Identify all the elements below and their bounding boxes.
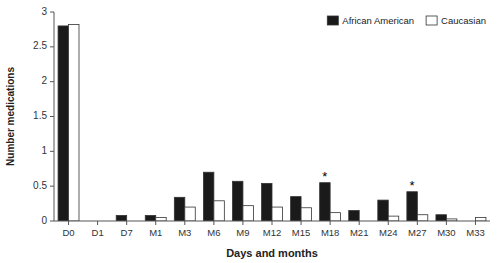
x-tick-label: M3 <box>178 227 191 238</box>
bar <box>58 26 68 221</box>
bar <box>203 172 213 221</box>
x-tick <box>184 221 185 225</box>
annotation: * <box>322 169 327 184</box>
x-tick <box>446 221 447 225</box>
chart-container: 0 0.5 1 1.5 2 2.5 3 D0 D1 D7 M1 M3 M6 M9 M12 M15 M18 M21 M… <box>0 0 500 263</box>
y-tick-label: 1 <box>41 145 47 156</box>
x-tick <box>126 221 127 225</box>
y-axis-label: Number medications <box>5 67 16 166</box>
bar <box>243 206 253 221</box>
x-tick <box>359 221 360 225</box>
x-tick-label: M24 <box>379 227 397 238</box>
chart-svg: 0 0.5 1 1.5 2 2.5 3 D0 D1 D7 M1 M3 M6 M9 M12 M15 M18 M21 M… <box>0 0 500 263</box>
y-tick <box>50 81 54 82</box>
legend: African American Caucasian <box>327 15 486 26</box>
bar <box>232 181 242 221</box>
x-tick-label: D0 <box>62 227 74 238</box>
x-tick <box>272 221 273 225</box>
bar <box>262 183 272 221</box>
x-tick <box>242 221 243 225</box>
bar <box>291 197 301 221</box>
x-tick <box>388 221 389 225</box>
bar <box>214 201 224 221</box>
x-tick-label: M6 <box>207 227 220 238</box>
x-tick <box>213 221 214 225</box>
bar <box>407 192 417 221</box>
x-tick-label: M33 <box>466 227 484 238</box>
y-tick-label: 0 <box>41 215 47 226</box>
legend-label: African American <box>342 15 414 26</box>
x-tick <box>155 221 156 225</box>
bar <box>436 215 446 221</box>
x-axis-label: Days and months <box>226 247 318 259</box>
annotation: * <box>410 178 415 193</box>
y-tick-label: 2.5 <box>33 40 47 51</box>
y-tick <box>50 46 54 47</box>
y-tick <box>50 151 54 152</box>
bar <box>475 218 485 221</box>
legend-label: Caucasian <box>441 15 486 26</box>
x-tick-label: D7 <box>121 227 133 238</box>
y-tick <box>50 221 54 222</box>
x-tick-label: M30 <box>437 227 455 238</box>
bar <box>174 197 184 221</box>
x-tick-label: M18 <box>321 227 339 238</box>
y-tick <box>50 186 54 187</box>
y-tick-label: 3 <box>41 6 47 17</box>
x-tick-label: D1 <box>92 227 104 238</box>
legend-swatch <box>426 16 437 25</box>
y-axis <box>54 12 55 221</box>
y-tick <box>50 12 54 13</box>
y-tick-label: 2 <box>41 75 47 86</box>
bar <box>388 216 398 221</box>
bar <box>156 218 166 221</box>
bar <box>417 215 427 221</box>
y-tick-label: 0.5 <box>33 180 47 191</box>
y-tick <box>50 116 54 117</box>
bar <box>145 215 155 221</box>
x-tick <box>330 221 331 225</box>
x-tick-label: M9 <box>236 227 249 238</box>
x-tick-label: M12 <box>263 227 281 238</box>
y-tick-label: 1.5 <box>33 110 47 121</box>
x-tick <box>97 221 98 225</box>
bar <box>378 200 388 221</box>
bar <box>185 207 195 221</box>
x-tick <box>417 221 418 225</box>
x-tick <box>301 221 302 225</box>
x-tick-label: M1 <box>149 227 162 238</box>
bar <box>116 215 126 221</box>
x-tick <box>68 221 69 225</box>
x-tick-label: M21 <box>350 227 368 238</box>
bar <box>69 25 79 221</box>
bar <box>301 208 311 221</box>
x-tick-label: M27 <box>408 227 426 238</box>
bar <box>272 207 282 221</box>
bar <box>330 213 340 221</box>
bar <box>349 211 359 221</box>
bar <box>320 183 330 221</box>
bars <box>58 25 486 221</box>
legend-swatch <box>327 16 338 25</box>
x-tick-label: M15 <box>292 227 310 238</box>
x-tick <box>475 221 476 225</box>
